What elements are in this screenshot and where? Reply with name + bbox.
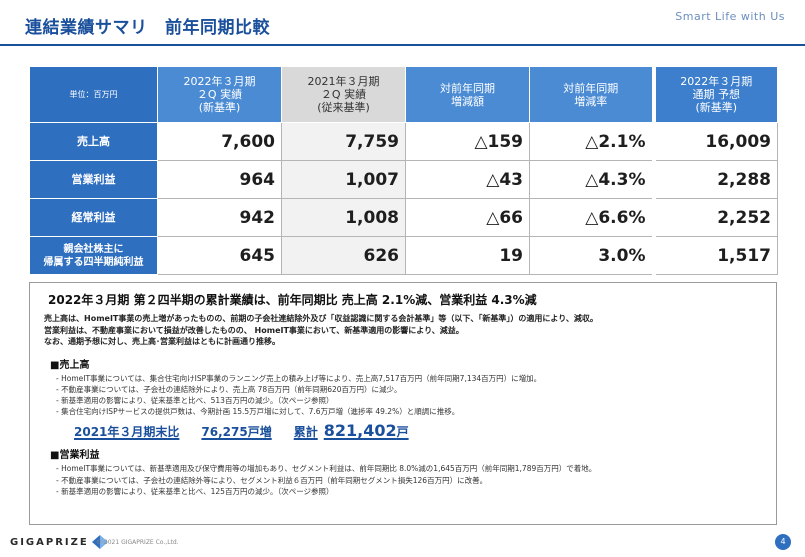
cell-previous: 626 (281, 236, 406, 275)
list-item: - 不動産事業については、子会社の連結除外等により、セグメント利益６百万円（前年… (56, 475, 488, 485)
table-header-row: 単位：百万円 2022年３月期 ２Q 実績 (新基準) 2021年３月期 ２Q … (29, 66, 778, 123)
units-highlight: 2021年３月期末比 76,275戸増 累計 821,402 戸 (74, 421, 764, 440)
page-title: 連結業績サマリ 前年同期比較 (25, 18, 270, 38)
cell-forecast: 16,009 (651, 122, 778, 161)
col-header-diff: 対前年同期 増減額 (405, 66, 530, 123)
title-divider (0, 44, 805, 46)
highlight-label: 2021年３月期末比 (74, 425, 180, 440)
cell-rate: △4.3% (529, 160, 654, 199)
cell-current: 645 (157, 236, 282, 275)
summary-line: なお、通期予想に対し、売上高･営業利益はともに計画通り推移。 (44, 337, 280, 346)
list-item: - 集合住宅向けISPサービスの提供戸数は、今期計画 15.5万戸増に対して、7… (56, 407, 460, 417)
cell-forecast: 2,252 (651, 198, 778, 237)
cell-forecast: 1,517 (651, 236, 778, 275)
cell-diff: 19 (405, 236, 530, 275)
row-label: 経常利益 (29, 198, 158, 237)
results-table: 単位：百万円 2022年３月期 ２Q 実績 (新基準) 2021年３月期 ２Q … (29, 66, 778, 275)
table-row: 営業利益 964 1,007 △43 △4.3% 2,288 (29, 160, 778, 199)
logo-wordmark: GIGAPRIZE (10, 536, 89, 548)
col-header-rate: 対前年同期 増減率 (529, 66, 654, 123)
cell-previous: 7,759 (281, 122, 406, 161)
summary-box: 2022年３月期 第２四半期の累計業績は、前年同期比 売上高 2.1%減、営業利… (29, 282, 777, 525)
cell-current: 942 (157, 198, 282, 237)
unit-label: 単位：百万円 (29, 66, 158, 123)
company-logo: GIGAPRIZE (10, 535, 108, 549)
cell-forecast: 2,288 (651, 160, 778, 199)
brand-tagline: Smart Life with Us (675, 10, 785, 23)
highlight-total-unit: 戸 (396, 425, 409, 440)
sales-heading: ■売上高 (50, 359, 90, 371)
table-row: 経常利益 942 1,008 △66 △6.6% 2,252 (29, 198, 778, 237)
op-bullets: - HomeIT事業については、新基準適用及び保守費用等の増加もあり、セグメント… (56, 463, 764, 497)
list-item: - HomeIT事業については、集合住宅向けISP事業のランニング売上の積み上げ… (56, 373, 542, 383)
summary-line: 営業利益は、不動産事業において損益が改善したものの、 HomeIT事業において、… (44, 325, 464, 335)
col-header-previous: 2021年３月期 ２Q 実績 (従来基準) (281, 66, 406, 123)
cell-rate: △2.1% (529, 122, 654, 161)
cell-diff: △159 (405, 122, 530, 161)
highlight-total-value: 821,402 (323, 421, 397, 441)
table-row: 売上高 7,600 7,759 △159 △2.1% 16,009 (29, 122, 778, 161)
page-number: 4 (775, 534, 791, 550)
logo-mark-icon (91, 535, 108, 549)
cell-current: 964 (157, 160, 282, 199)
list-item: - HomeIT事業については、新基準適用及び保守費用等の増加もあり、セグメント… (56, 464, 597, 474)
sales-bullets: - HomeIT事業については、集合住宅向けISP事業のランニング売上の積み上げ… (56, 373, 764, 418)
cell-rate: △6.6% (529, 198, 654, 237)
row-label: 親会社株主に 帰属する四半期純利益 (29, 236, 158, 275)
cell-previous: 1,007 (281, 160, 406, 199)
col-header-current: 2022年３月期 ２Q 実績 (新基準) (157, 66, 282, 123)
summary-line: 売上高は、HomeIT事業の売上増があったものの、前期の子会社連結除外及び「収益… (44, 314, 598, 323)
highlight-total-label: 累計 (293, 425, 318, 440)
cell-diff: △66 (405, 198, 530, 237)
highlight-increase: 76,275戸増 (201, 425, 272, 440)
list-item: - 新基準適用の影響により、従来基準と比べ、513百万円の減少。（次ページ参照） (56, 395, 334, 405)
list-item: - 不動産事業については、子会社の連結除外により、売上高 78百万円（前年同期6… (56, 384, 402, 394)
table-row: 親会社株主に 帰属する四半期純利益 645 626 19 3.0% 1,517 (29, 236, 778, 275)
cell-previous: 1,008 (281, 198, 406, 237)
summary-text: 売上高は、HomeIT事業の売上増があったものの、前期の子会社連結除外及び「収益… (44, 313, 764, 348)
col-header-forecast: 2022年３月期 通期 予想 (新基準) (651, 66, 778, 123)
row-label: 売上高 (29, 122, 158, 161)
copyright: © 2021 GIGAPRIZE Co.,Ltd. (96, 539, 179, 546)
op-heading: ■営業利益 (50, 450, 100, 462)
cell-current: 7,600 (157, 122, 282, 161)
row-label: 営業利益 (29, 160, 158, 199)
list-item: - 新基準適用の影響により、従来基準と比べ、125百万円の減少。（次ページ参照） (56, 486, 334, 496)
cell-diff: △43 (405, 160, 530, 199)
cell-rate: 3.0% (529, 236, 654, 275)
summary-headline: 2022年３月期 第２四半期の累計業績は、前年同期比 売上高 2.1%減、営業利… (48, 293, 537, 307)
